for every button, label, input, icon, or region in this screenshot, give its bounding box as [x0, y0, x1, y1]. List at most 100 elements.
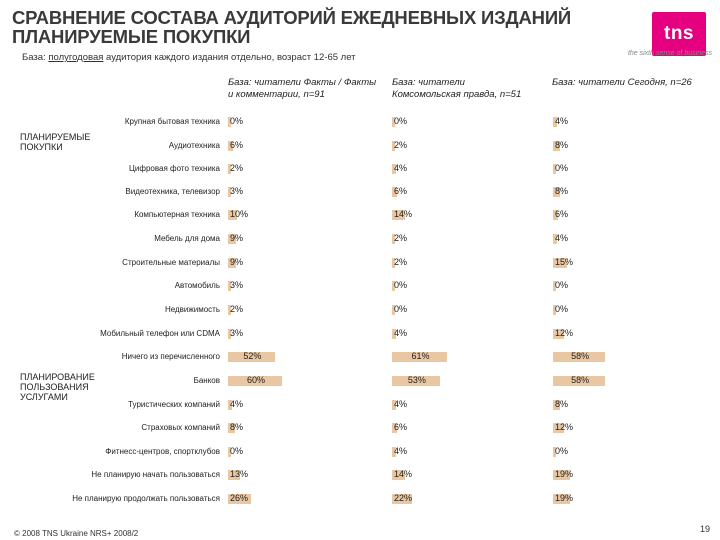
row-label: Строительные материалы — [122, 258, 220, 267]
bar — [392, 329, 396, 339]
bar — [392, 117, 395, 127]
data-label: 26% — [230, 493, 249, 503]
data-label: 6% — [394, 422, 408, 432]
data-label: 19% — [555, 469, 574, 479]
data-label: 10% — [230, 209, 249, 219]
row-label: Недвижимость — [164, 305, 220, 314]
bar — [228, 447, 231, 457]
data-label: 4% — [394, 446, 408, 456]
data-label: 52% — [243, 351, 262, 361]
bar — [553, 400, 561, 410]
data-label: 15% — [555, 257, 574, 267]
bar — [392, 234, 395, 244]
bar — [553, 164, 556, 174]
data-label: 58% — [571, 351, 590, 361]
data-label: 14% — [394, 469, 413, 479]
row-label: Ничего из перечисленного — [121, 352, 220, 361]
bar — [392, 447, 396, 457]
column-header-kp: База: читатели Комсомольская правда, n=5… — [392, 77, 522, 100]
data-label: 6% — [555, 209, 569, 219]
data-label: 6% — [230, 140, 244, 150]
base-description: База: полугодовая аудитория каждого изда… — [22, 52, 356, 63]
row-label: Мебель для дома — [154, 234, 220, 243]
bar — [392, 141, 395, 151]
data-label: 0% — [230, 116, 244, 126]
bar — [553, 423, 564, 433]
data-label: 0% — [230, 446, 244, 456]
bar — [228, 258, 237, 268]
bar — [228, 305, 231, 315]
row-label: Страховых компаний — [141, 423, 220, 432]
bar — [553, 234, 557, 244]
bar — [392, 376, 440, 386]
page-title: СРАВНЕНИЕ СОСТАВА АУДИТОРИЙ ЕЖЕДНЕВНЫХ И… — [12, 8, 612, 46]
bar — [553, 494, 571, 504]
row-label: Компьютерная техника — [134, 210, 220, 219]
tns-logo: tns — [652, 12, 706, 56]
data-label: 4% — [394, 163, 408, 173]
bar — [392, 210, 405, 220]
section-label-services: ПЛАНИРОВАНИЕ ПОЛЬЗОВАНИЯ УСЛУГАМИ — [20, 372, 95, 402]
data-label: 3% — [230, 280, 244, 290]
data-label: 4% — [394, 328, 408, 338]
bar — [228, 376, 282, 386]
data-label: 3% — [230, 328, 244, 338]
bar — [392, 400, 396, 410]
bar — [228, 352, 275, 362]
bar — [553, 447, 556, 457]
data-label: 2% — [394, 257, 408, 267]
data-label: 19% — [555, 493, 574, 503]
data-label: 22% — [394, 493, 413, 503]
bar — [553, 376, 606, 386]
row-label: Крупная бытовая техника — [124, 117, 220, 126]
base-underlined: полугодовая — [48, 52, 104, 63]
data-label: 0% — [555, 163, 569, 173]
data-label: 60% — [247, 375, 266, 385]
bar — [228, 494, 252, 504]
row-label: Не планирую продолжать пользоваться — [72, 494, 220, 503]
bar — [228, 234, 237, 244]
data-label: 0% — [555, 446, 569, 456]
bar — [392, 281, 395, 291]
data-label: 6% — [394, 186, 408, 196]
data-label: 4% — [555, 116, 569, 126]
column-header-segodnya: База: читатели Сегодня, n=26 — [552, 77, 692, 88]
row-label: Банков — [193, 376, 220, 385]
data-label: 58% — [571, 375, 590, 385]
bar — [392, 352, 447, 362]
data-label: 12% — [555, 422, 574, 432]
row-label: Мобильный телефон или CDMA — [100, 329, 220, 338]
data-label: 0% — [555, 304, 569, 314]
bar — [228, 117, 231, 127]
bar — [228, 141, 234, 151]
base-rest: аудитория каждого издания отдельно, возр… — [103, 52, 356, 63]
bar — [228, 281, 231, 291]
base-prefix: База: — [22, 52, 49, 63]
row-label: Цифровая фото техника — [129, 164, 220, 173]
bar — [228, 400, 232, 410]
data-label: 8% — [555, 399, 569, 409]
row-label: Не планирую начать пользоваться — [91, 470, 220, 479]
bar — [392, 305, 395, 315]
bar — [553, 210, 559, 220]
bar — [228, 164, 231, 174]
data-label: 4% — [230, 399, 244, 409]
bar — [392, 423, 398, 433]
bar — [392, 494, 412, 504]
data-label: 61% — [411, 351, 430, 361]
bar — [553, 329, 564, 339]
bar — [553, 352, 606, 362]
bar — [553, 187, 561, 197]
bar — [553, 470, 571, 480]
data-label: 2% — [230, 304, 244, 314]
bar — [228, 329, 231, 339]
bar — [553, 281, 556, 291]
logo-tagline: the sixth sense of business — [627, 50, 712, 57]
bar — [392, 187, 398, 197]
bar — [553, 305, 556, 315]
data-label: 14% — [394, 209, 413, 219]
data-label: 3% — [230, 186, 244, 196]
data-label: 0% — [394, 116, 408, 126]
title-line-2: ПЛАНИРУЕМЫЕ ПОКУПКИ — [12, 26, 251, 47]
data-label: 2% — [394, 140, 408, 150]
